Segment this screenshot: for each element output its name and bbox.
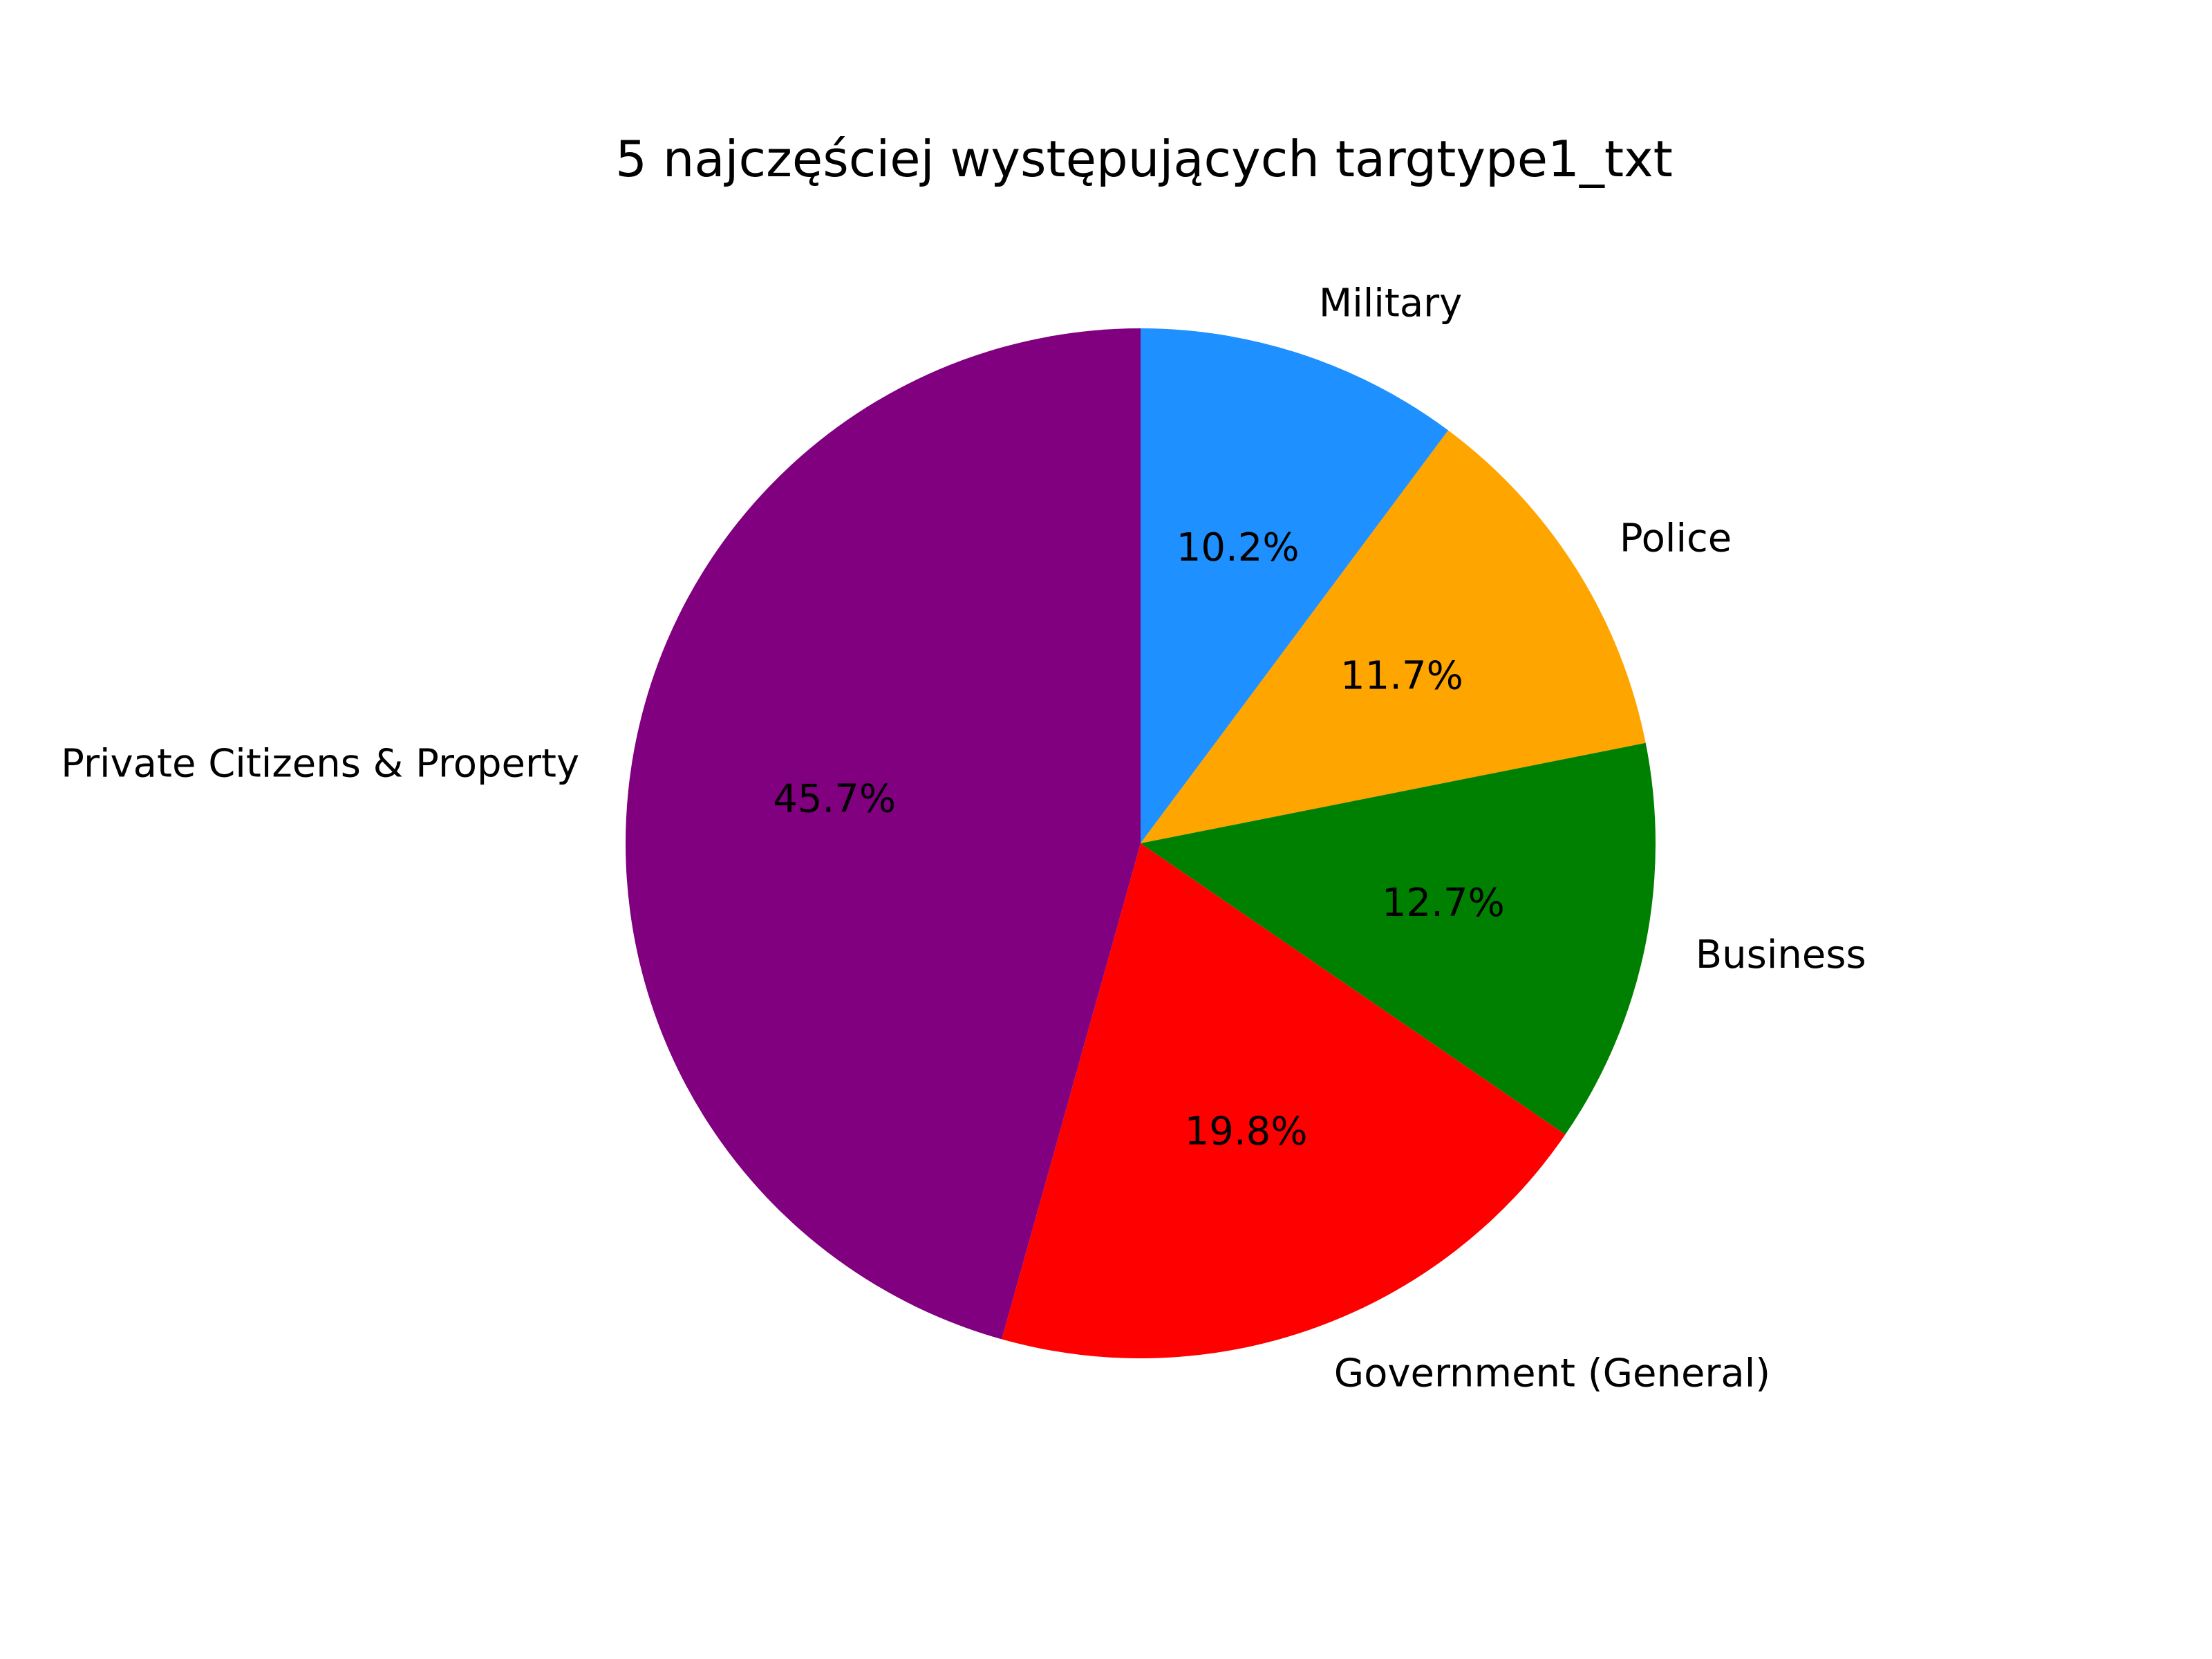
pie-slice-government-general xyxy=(1002,843,1566,1358)
slice-label-government-general: Government (General) xyxy=(1334,1351,1770,1396)
slice-label-private-citizens-and-property: Private Citizens & Property xyxy=(61,742,579,787)
slice-label-police: Police xyxy=(1620,516,1732,561)
pct-label-military: 10.2% xyxy=(1177,525,1300,570)
pie-labels: Military 10.2% Police 11.7% Business 12.7% Gov… xyxy=(61,281,1866,1396)
pie-slices xyxy=(626,328,1656,1358)
slice-label-business: Business xyxy=(1696,932,1866,977)
slice-label-military: Military xyxy=(1319,281,1462,326)
pie-slice-business xyxy=(1141,742,1656,1135)
pie-slice-private-citizens-and-property xyxy=(626,328,1141,1340)
pie-slice-police xyxy=(1141,430,1646,843)
pct-label-private-citizens-and-property: 45.7% xyxy=(773,776,896,821)
chart-title: 5 najczęściej występujących targtype1_tx… xyxy=(615,130,1673,188)
pct-label-police: 11.7% xyxy=(1340,653,1463,698)
pct-label-business: 12.7% xyxy=(1382,881,1505,926)
pie-slice-military xyxy=(1141,328,1449,843)
pct-label-government-general: 19.8% xyxy=(1185,1109,1308,1154)
